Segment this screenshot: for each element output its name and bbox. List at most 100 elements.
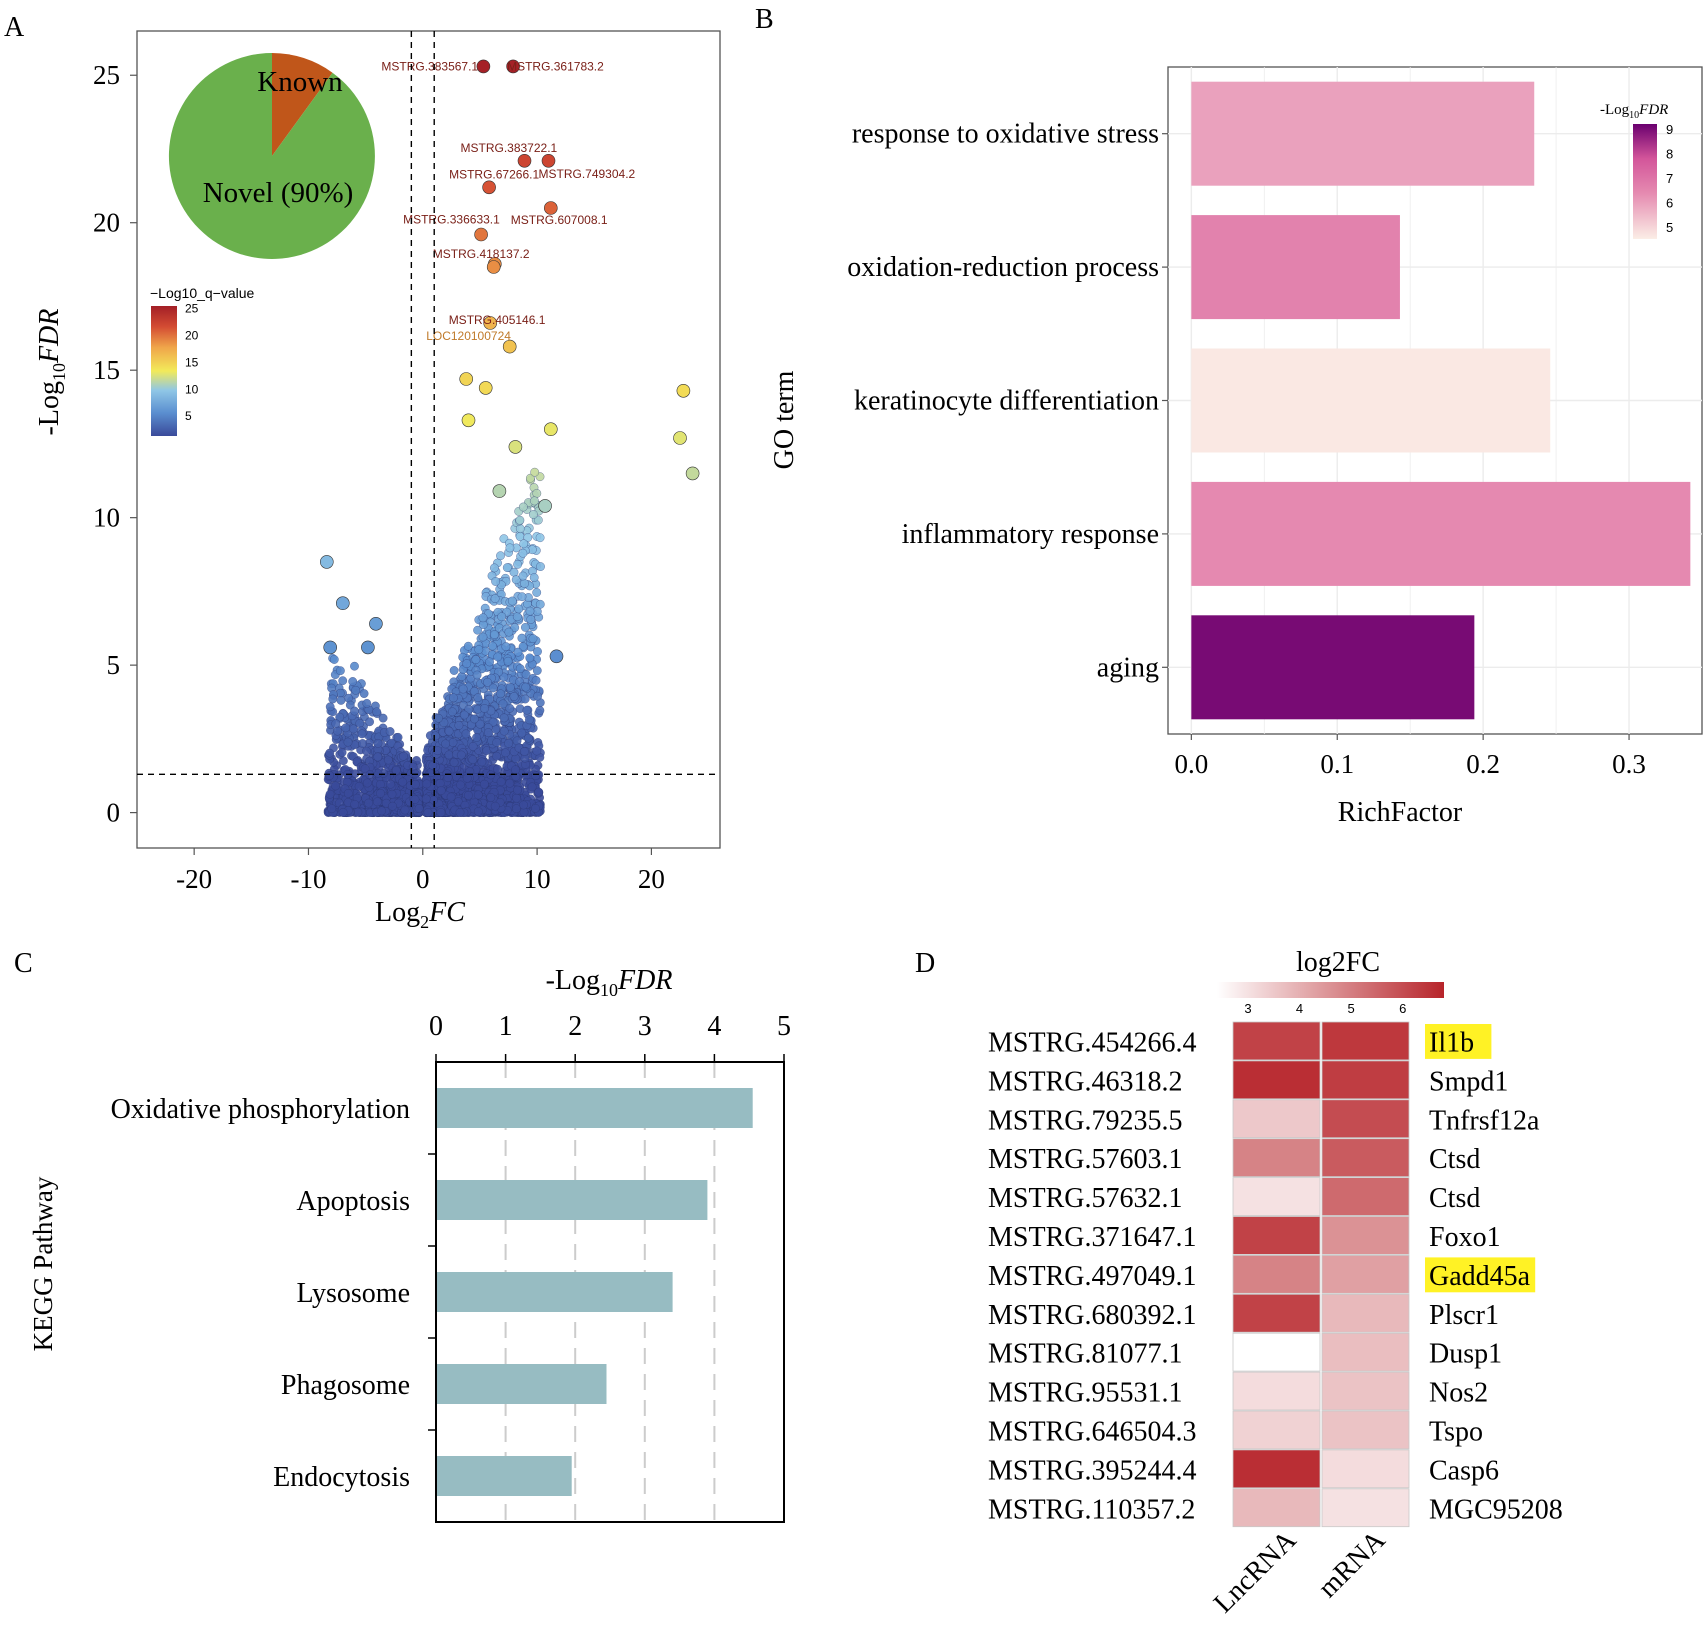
- volcano-highlight-point: [673, 431, 687, 445]
- volcano-background-point: [359, 689, 369, 698]
- volcano-background-point: [328, 694, 338, 704]
- volcano-legend-tick-label: 25: [185, 302, 199, 316]
- go-legend-title: -Log10FDR: [1600, 102, 1668, 121]
- volcano-background-point: [493, 652, 503, 662]
- volcano-background-point: [520, 579, 529, 588]
- volcano-background-point: [535, 533, 545, 543]
- go-legend-tick-label: 8: [1666, 146, 1673, 161]
- volcano-highlight-point: [502, 339, 517, 354]
- volcano-background-point: [512, 804, 521, 814]
- heatmap-lncrna-label: MSTRG.57603.1: [988, 1144, 1182, 1175]
- volcano-highlight-point: [538, 499, 552, 513]
- volcano-background-point: [505, 778, 515, 788]
- volcano-background-point: [348, 677, 358, 686]
- volcano-background-point: [473, 790, 483, 800]
- go-x-ticks: 0.0 0.1 0.2 0.3: [1174, 734, 1646, 779]
- go-legend-tick-label: 5: [1666, 220, 1673, 235]
- kegg-category-label: Lysosome: [296, 1278, 410, 1309]
- kegg-x-tick-label: 4: [707, 1011, 721, 1042]
- volcano-background-point: [365, 717, 374, 727]
- volcano-y-tick-label: 20: [93, 208, 120, 238]
- heatmap-gene-label: Ctsd: [1429, 1183, 1480, 1214]
- heatmap-lncrna-label: MSTRG.395244.4: [988, 1455, 1196, 1486]
- volcano-background-point: [511, 765, 520, 775]
- heatmap-lncrna-label: MSTRG.79235.5: [988, 1105, 1182, 1136]
- volcano-background-point: [358, 739, 367, 748]
- panel-label-b: B: [755, 4, 774, 35]
- heatmap-cell: [1232, 1293, 1321, 1333]
- volcano-highlight-point: [482, 180, 496, 195]
- volcano-background-point: [461, 729, 471, 739]
- volcano-background-point: [496, 551, 505, 561]
- volcano-background-point: [398, 777, 407, 787]
- heatmap-cell: [1232, 1216, 1321, 1255]
- volcano-point-label: MSTRG.418137.2: [433, 247, 530, 261]
- volcano-background-point: [530, 467, 540, 477]
- volcano-background-point: [387, 789, 397, 799]
- volcano-background-point: [386, 779, 395, 789]
- volcano-background-point: [472, 670, 482, 680]
- volcano-background-point: [414, 804, 424, 813]
- volcano-background-point: [483, 677, 492, 687]
- volcano-highlight-point: [486, 260, 501, 274]
- volcano-color-legend: −Log10_q−value 5 10 15 20 25: [150, 285, 255, 436]
- go-y-axis-title: GO term: [769, 370, 800, 469]
- volcano-x-tick-label: -10: [290, 864, 326, 894]
- heatmap-legend-ticks: 3 4 5 6: [1244, 1001, 1406, 1016]
- heatmap-lncrna-label: MSTRG.81077.1: [988, 1339, 1182, 1370]
- volcano-background-point: [524, 715, 534, 725]
- volcano-background-point: [497, 612, 507, 622]
- heatmap-cell: [1232, 1488, 1321, 1528]
- volcano-background-point: [477, 757, 487, 767]
- panel-c-kegg: C -Log10FDR 0 1 2 3 4 5 Oxidative phosphoryla…: [14, 948, 791, 1523]
- volcano-background-point: [331, 781, 340, 791]
- volcano-background-point: [444, 750, 454, 760]
- volcano-background-point: [490, 594, 500, 603]
- volcano-background-point: [525, 606, 535, 616]
- volcano-background-point: [399, 751, 408, 761]
- volcano-background-point: [515, 664, 525, 673]
- go-x-tick-label: 0.0: [1174, 749, 1208, 779]
- volcano-x-tick-label: 0: [416, 864, 430, 894]
- pie-label-novel: Novel (90%): [203, 177, 354, 209]
- volcano-background-point: [377, 806, 386, 816]
- kegg-x-tick-label: 2: [568, 1011, 582, 1042]
- kegg-category-label: Endocytosis: [273, 1462, 410, 1493]
- heatmap-cell: [1321, 1255, 1410, 1294]
- volcano-background-point: [498, 699, 508, 709]
- volcano-background-point: [388, 801, 397, 811]
- volcano-highlight-point: [361, 640, 375, 655]
- heatmap-column-label: mRNA: [1312, 1524, 1392, 1604]
- go-bar: [1191, 615, 1475, 720]
- volcano-background-point: [383, 755, 393, 765]
- volcano-y-tick-label: 15: [93, 355, 120, 385]
- heatmap-cell: [1232, 1410, 1321, 1450]
- volcano-background-point: [325, 789, 335, 799]
- volcano-y-tick-label: 10: [93, 503, 120, 533]
- volcano-background-point: [513, 560, 522, 569]
- kegg-category-labels: Oxidative phosphorylation Apoptosis Lysoso…: [111, 1094, 436, 1493]
- heatmap-rows: MSTRG.454266.4 Il1b MSTRG.46318.2 Smpd1 MSTR…: [988, 1021, 1563, 1528]
- volcano-background-point: [501, 642, 511, 651]
- volcano-y-tick-label: 0: [107, 798, 121, 828]
- volcano-background-point: [391, 766, 401, 775]
- go-legend-tick-label: 6: [1666, 195, 1673, 210]
- heatmap-legend-colorbar: [1217, 982, 1444, 998]
- volcano-background-point: [518, 548, 528, 558]
- volcano-highlight-point: [319, 555, 334, 569]
- volcano-background-point: [517, 633, 527, 643]
- volcano-point-cloud: [323, 467, 545, 817]
- volcano-background-point: [454, 721, 464, 730]
- volcano-background-point: [496, 689, 505, 699]
- volcano-background-point: [490, 563, 499, 573]
- go-color-legend: -Log10FDR 9 8 7 6 5: [1600, 102, 1673, 239]
- volcano-background-point: [468, 755, 478, 764]
- go-x-axis-title: RichFactor: [1338, 797, 1463, 828]
- volcano-background-point: [473, 693, 483, 703]
- volcano-background-point: [411, 780, 420, 789]
- heatmap-column-labels: LncRNA mRNA: [1208, 1524, 1392, 1619]
- go-bar: [1191, 348, 1551, 453]
- volcano-highlight-point: [508, 440, 523, 454]
- volcano-background-point: [518, 571, 528, 581]
